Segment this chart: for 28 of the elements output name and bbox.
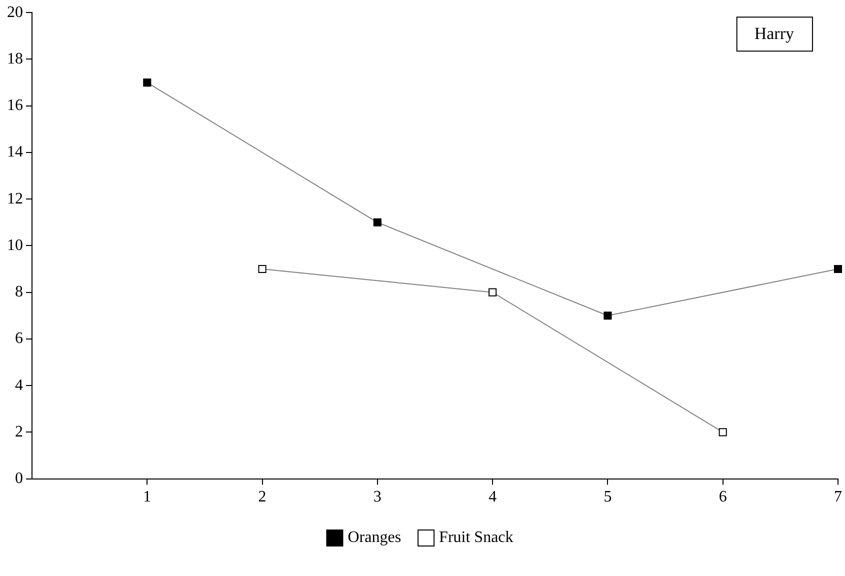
point (143, 78, 152, 87)
annotation: Harry (754, 24, 794, 44)
point (604, 312, 612, 320)
y-tick-label: 2 (15, 423, 23, 440)
point (258, 264, 266, 274)
x-tick-label: 4 (488, 488, 497, 506)
point (718, 428, 727, 436)
y-tick-label: 14 (7, 144, 23, 161)
y-tick-label: 10 (7, 236, 23, 254)
legend-label: Fruit Snack (439, 529, 514, 546)
y-tick-label: 0 (15, 470, 23, 488)
y-tick-label: 8 (15, 284, 23, 301)
y-tick-label: 6 (15, 330, 23, 348)
x-tick-label: 5 (604, 488, 612, 506)
point (488, 288, 497, 296)
point (834, 264, 842, 274)
x-tick-label: 7 (834, 488, 842, 506)
y-tick-label: 18 (7, 50, 23, 68)
point (373, 218, 382, 226)
x-tick-label: 3 (373, 488, 382, 506)
y-tick-label: 4 (15, 376, 23, 394)
y-tick-label: 12 (7, 190, 23, 208)
y-tick-label: 20 (7, 4, 23, 21)
x-tick-label: 2 (258, 488, 266, 506)
x-tick-label: 6 (718, 488, 727, 506)
y-tick-label: 16 (7, 97, 23, 114)
legend-label: Oranges (348, 529, 402, 546)
x-tick-label: 1 (143, 488, 152, 506)
